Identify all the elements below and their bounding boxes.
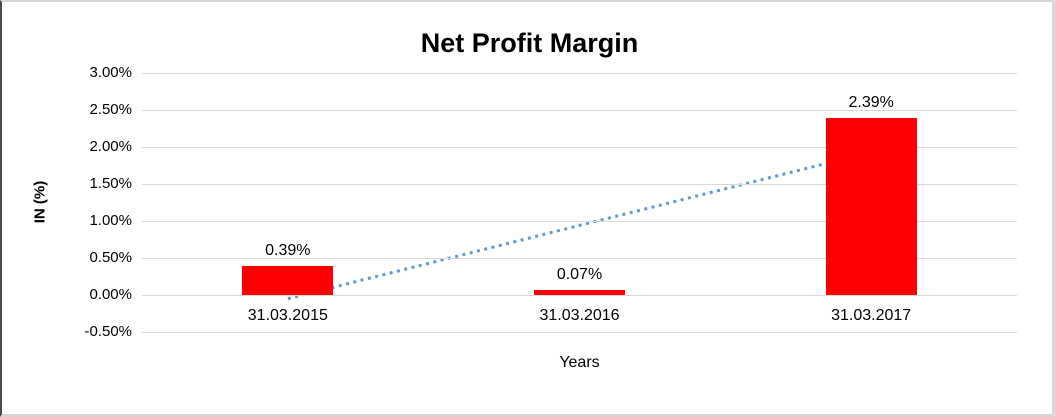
x-axis-category-label: 31.03.2016 (539, 307, 620, 324)
plot-area: 0.39% 0.07% 2.39% (142, 73, 1017, 333)
bar-value-label: 0.39% (265, 242, 311, 260)
bar-value-label: 0.07% (556, 265, 603, 283)
gridline (142, 147, 1017, 148)
y-axis-tick-label: -0.50% (84, 323, 132, 340)
gridline (142, 184, 1017, 185)
x-axis-category-label: 31.03.2015 (247, 307, 328, 324)
x-axis-category-label: 31.03.2017 (831, 307, 912, 324)
chart-title: Net Profit Margin (420, 28, 639, 58)
gridline (142, 110, 1017, 111)
gridline (142, 73, 1017, 74)
y-axis-tick-label: 0.50% (89, 249, 132, 266)
bar-31.03.2016 (534, 289, 625, 295)
gridline (142, 221, 1017, 222)
bar-value-label: 2.39% (848, 94, 894, 112)
y-axis-tick-label: 1.50% (89, 175, 132, 192)
y-axis-tick-label: 3.00% (89, 64, 132, 81)
gridline (142, 332, 1017, 333)
bar-31.03.2015 (242, 266, 334, 295)
gridline (142, 258, 1017, 259)
y-axis-tick-label: 2.50% (89, 101, 132, 118)
trendline-dotted (287, 150, 872, 301)
y-axis-tick-label: 1.00% (89, 212, 132, 229)
x-axis-title: Years (559, 354, 600, 371)
gridline (142, 295, 1017, 296)
bar-31.03.2017 (825, 118, 917, 295)
y-axis-tick-label: 2.00% (89, 138, 132, 155)
y-axis-tick-label: 0.00% (89, 286, 132, 303)
